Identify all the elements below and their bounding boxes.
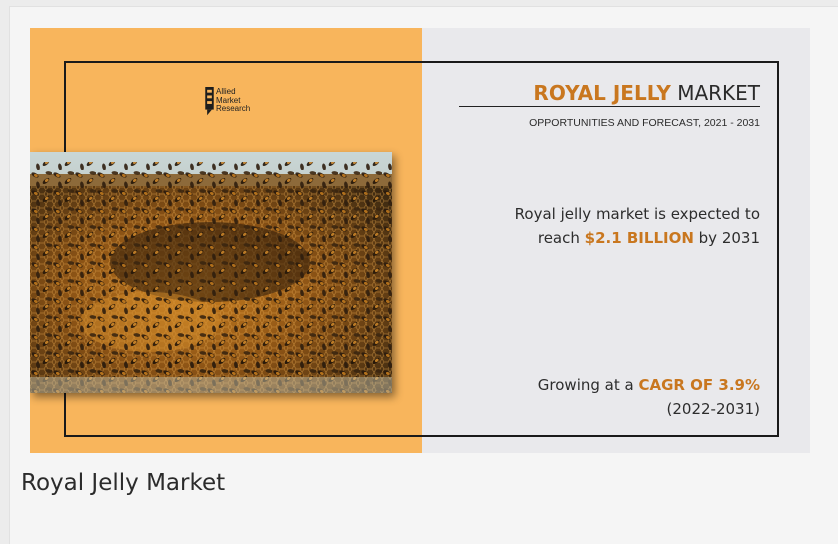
market-size-statement: Royal jelly market is expected to reach …: [514, 205, 760, 247]
logo-icon: [205, 87, 214, 116]
cagr-period: (2022-2031): [666, 400, 760, 418]
banner-title: ROYAL JELLY MARKET: [533, 81, 760, 105]
banner-title-accent: ROYAL JELLY: [533, 81, 671, 105]
bees-honeycomb-photo: [30, 152, 392, 393]
banner-title-rest: MARKET: [677, 81, 760, 105]
allied-market-research-logo: Allied Market Research: [205, 87, 295, 129]
image-caption: Royal Jelly Market: [21, 470, 226, 496]
market-banner-image: Allied Market Research: [30, 28, 810, 453]
banner-subtitle: OPPORTUNITIES AND FORECAST, 2021 - 2031: [529, 117, 760, 129]
title-divider: [459, 106, 760, 107]
cagr-statement: Growing at a CAGR OF 3.9% (2022-2031): [538, 373, 760, 421]
market-size-value: $2.1 BILLION: [584, 229, 694, 247]
cagr-value: CAGR OF 3.9%: [638, 376, 760, 394]
logo-wordmark: Allied Market Research: [216, 87, 251, 113]
